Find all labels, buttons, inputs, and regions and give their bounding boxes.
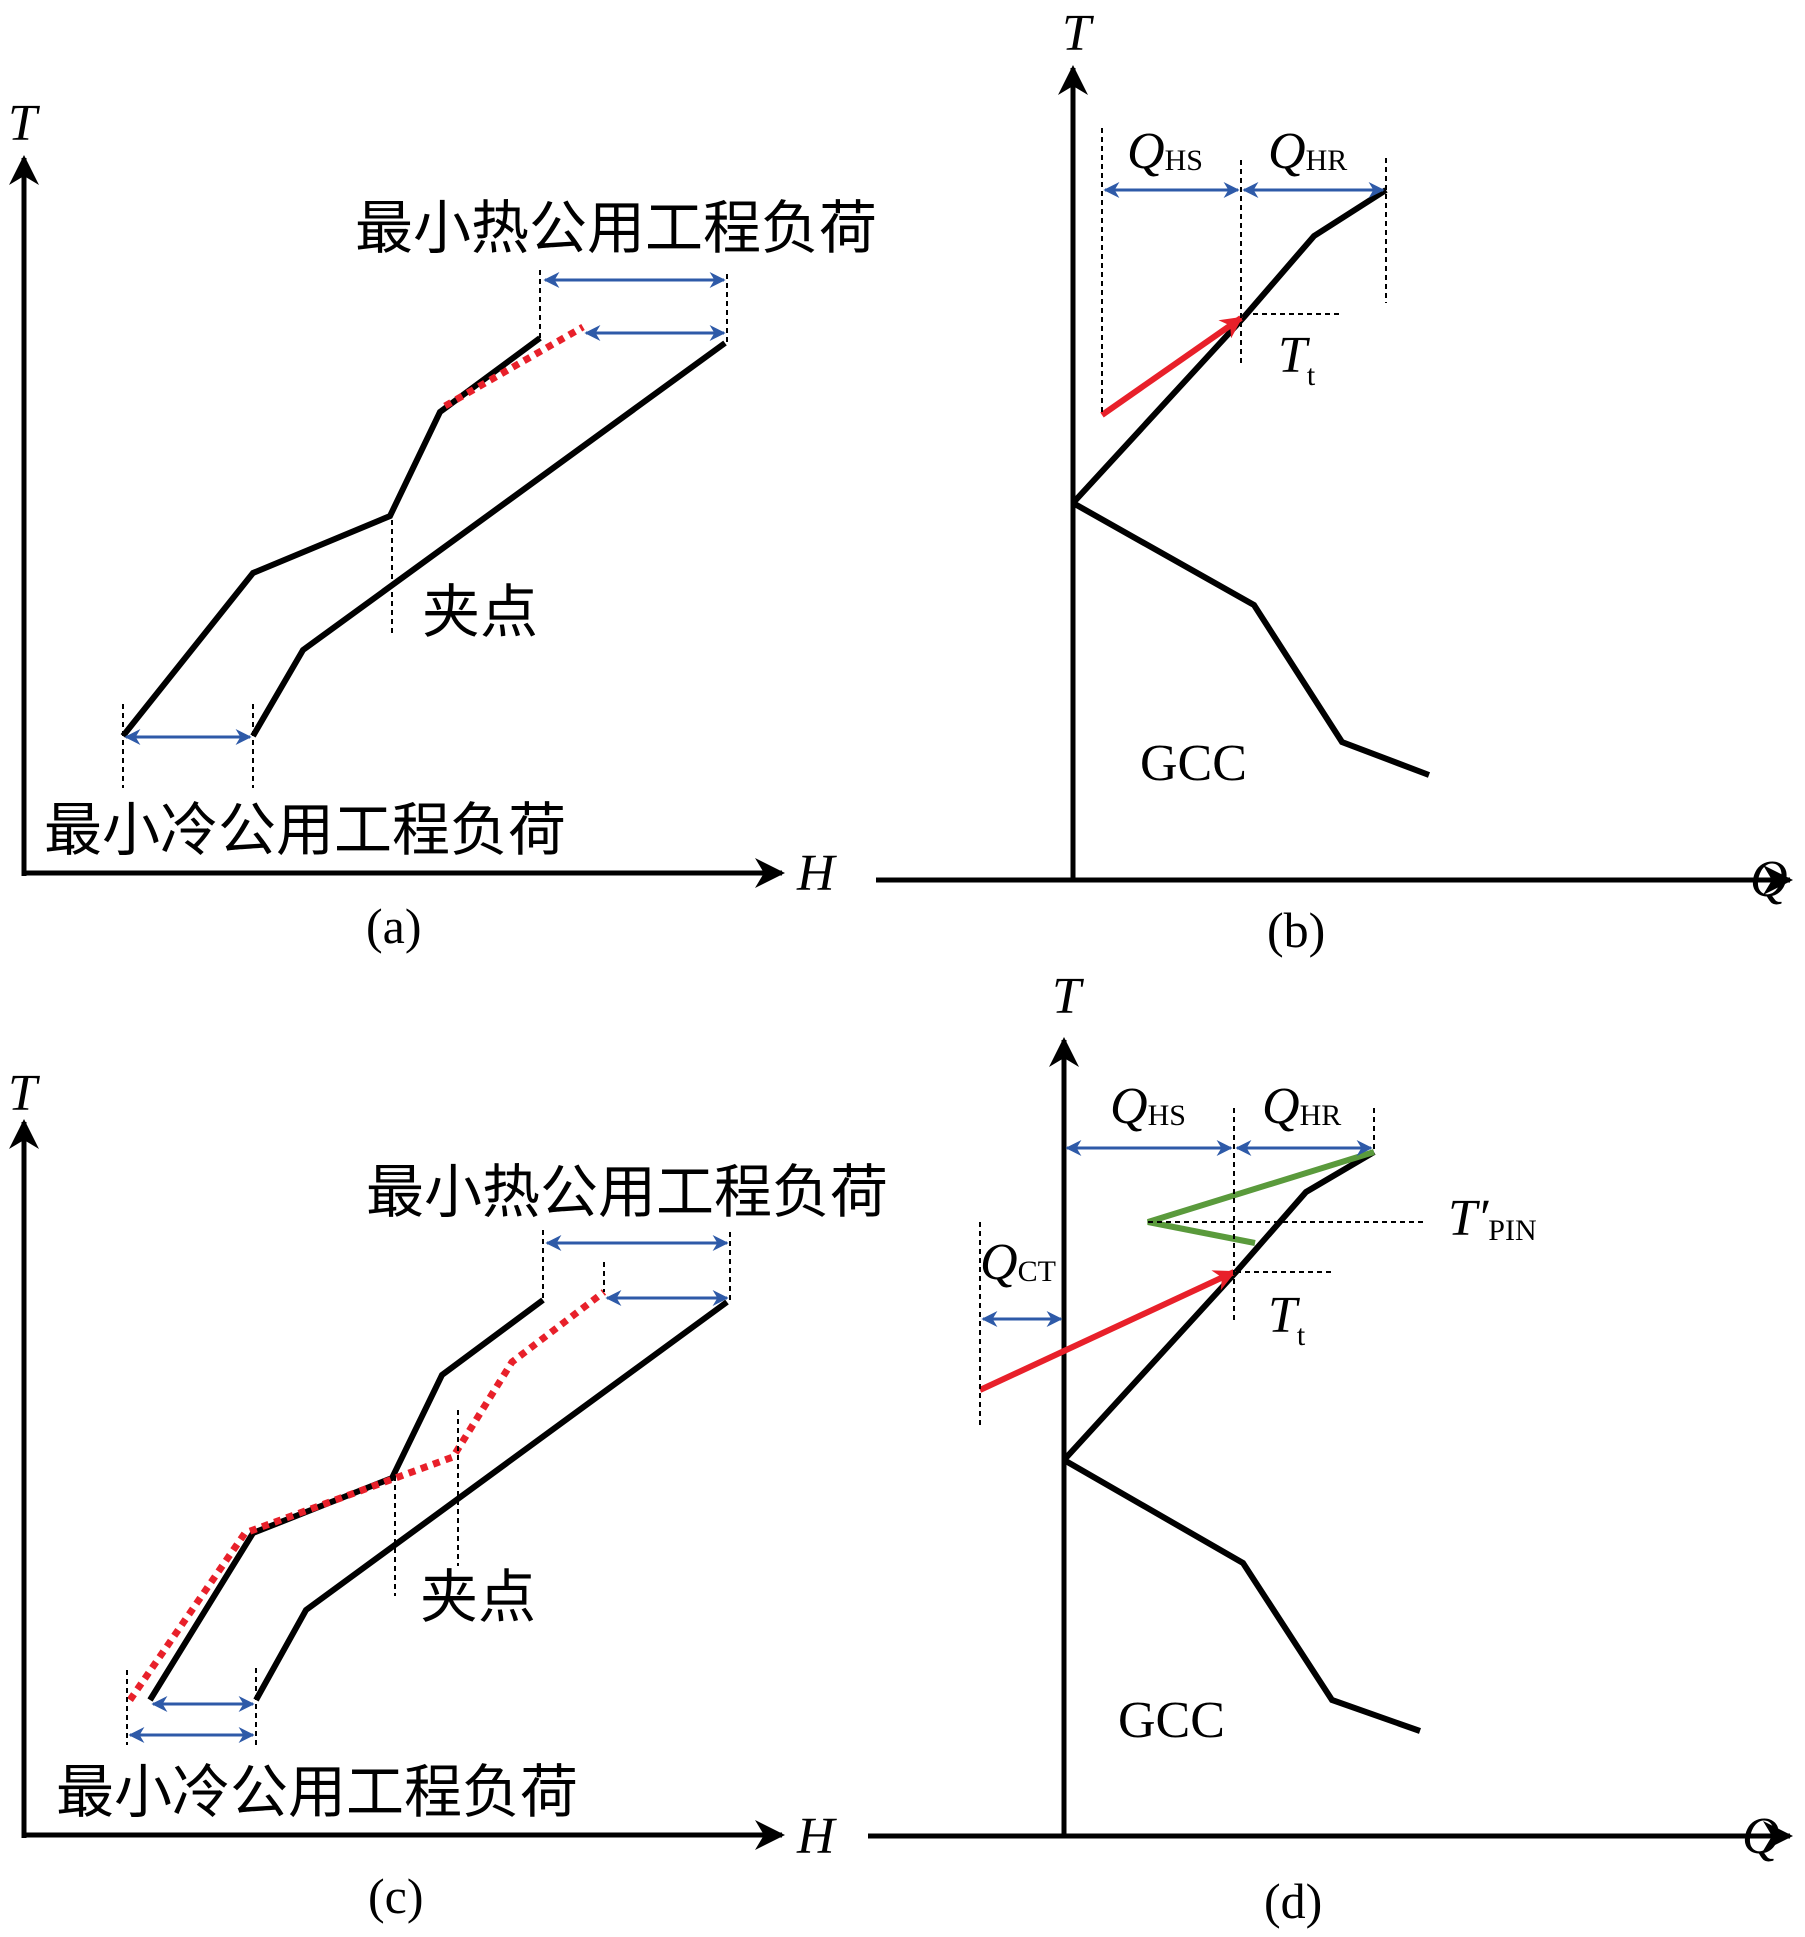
panel-c: T H 最小热公用工程负荷 夹点 最小冷公用工程负荷 (c) xyxy=(8,1065,888,1924)
b-tt-main: T xyxy=(1278,327,1310,384)
b-axis-y-label: T xyxy=(1062,5,1094,62)
c-cold-utility-label: 最小冷公用工程负荷 xyxy=(56,1758,578,1826)
d-caption: (d) xyxy=(1264,1873,1322,1929)
c-pinch-label: 夹点 xyxy=(420,1563,536,1631)
b-tt-sub: t xyxy=(1307,359,1316,392)
b-q-hr-sub: HR xyxy=(1306,144,1348,177)
svg-text:QHS: QHS xyxy=(1110,1078,1186,1135)
d-q-ct-sub: CT xyxy=(1018,1255,1056,1288)
b-axis-x-label: Q xyxy=(1750,851,1788,908)
a-caption: (a) xyxy=(366,898,422,954)
panel-a: T H 最小热公用工程负荷 夹点 最小冷公用工程负荷 (a) xyxy=(8,95,877,954)
c-axis-x-label: H xyxy=(796,1808,837,1865)
d-tt-main: T xyxy=(1268,1287,1300,1344)
svg-text:QHS: QHS xyxy=(1127,123,1203,180)
d-q-hs-sub: HS xyxy=(1148,1099,1186,1132)
b-heat-pump-arrow xyxy=(1100,315,1243,418)
b-q-hr-main: Q xyxy=(1268,123,1306,180)
d-tpin-sub: PIN xyxy=(1488,1214,1536,1247)
d-tpin-main: T′ xyxy=(1448,1190,1490,1247)
c-hot-utility-label: 最小热公用工程负荷 xyxy=(366,1158,888,1226)
svg-text:Tt: Tt xyxy=(1278,327,1316,392)
panel-b: T Q QHS QHR Tt GCC (b) xyxy=(876,5,1793,958)
a-axis-y-label: T xyxy=(8,95,40,152)
a-cold-composite-curve xyxy=(250,340,727,738)
d-axis-x-label: Q xyxy=(1742,1808,1780,1865)
svg-text:QCT: QCT xyxy=(980,1234,1056,1291)
b-gcc-upper xyxy=(1070,187,1388,506)
d-tt-sub: t xyxy=(1297,1319,1306,1352)
c-shifted-hot-curve xyxy=(127,1289,607,1702)
d-axis-y-label: T xyxy=(1052,968,1084,1025)
b-gcc-lower xyxy=(1071,500,1431,778)
c-caption: (c) xyxy=(368,1868,424,1924)
d-q-ct-main: Q xyxy=(980,1234,1018,1291)
a-axis-x-label: H xyxy=(796,845,837,902)
a-pinch-label: 夹点 xyxy=(422,578,538,646)
d-gcc-label: GCC xyxy=(1118,1692,1225,1749)
a-shifted-hot-curve xyxy=(443,323,585,410)
d-gcc-upper xyxy=(1061,1149,1376,1463)
a-hot-composite-curve xyxy=(120,335,542,738)
panel-d: T Q QHS QHR QCT T′PIN Tt GCC (d) xyxy=(868,968,1793,1929)
b-q-hs-sub: HS xyxy=(1165,144,1203,177)
b-caption: (b) xyxy=(1267,902,1325,958)
d-gcc-lower xyxy=(1062,1457,1421,1734)
d-heat-pump-arrow xyxy=(978,1269,1236,1393)
b-gcc-label: GCC xyxy=(1140,735,1247,792)
d-q-hs-main: Q xyxy=(1110,1078,1148,1135)
c-cold-composite-curve xyxy=(253,1299,729,1702)
c-hot-composite-curve xyxy=(147,1297,545,1702)
a-cold-utility-label: 最小冷公用工程负荷 xyxy=(44,796,566,864)
c-axis-y-label: T xyxy=(8,1065,40,1122)
d-q-hr-sub: HR xyxy=(1300,1099,1342,1132)
svg-text:T′PIN: T′PIN xyxy=(1448,1190,1537,1247)
d-q-hr-main: Q xyxy=(1262,1078,1300,1135)
svg-text:QHR: QHR xyxy=(1262,1078,1341,1135)
svg-text:QHR: QHR xyxy=(1268,123,1347,180)
svg-text:Tt: Tt xyxy=(1268,1287,1306,1352)
a-hot-utility-label: 最小热公用工程负荷 xyxy=(355,194,877,262)
d-green-loop xyxy=(1147,1149,1375,1246)
b-q-hs-main: Q xyxy=(1127,123,1165,180)
